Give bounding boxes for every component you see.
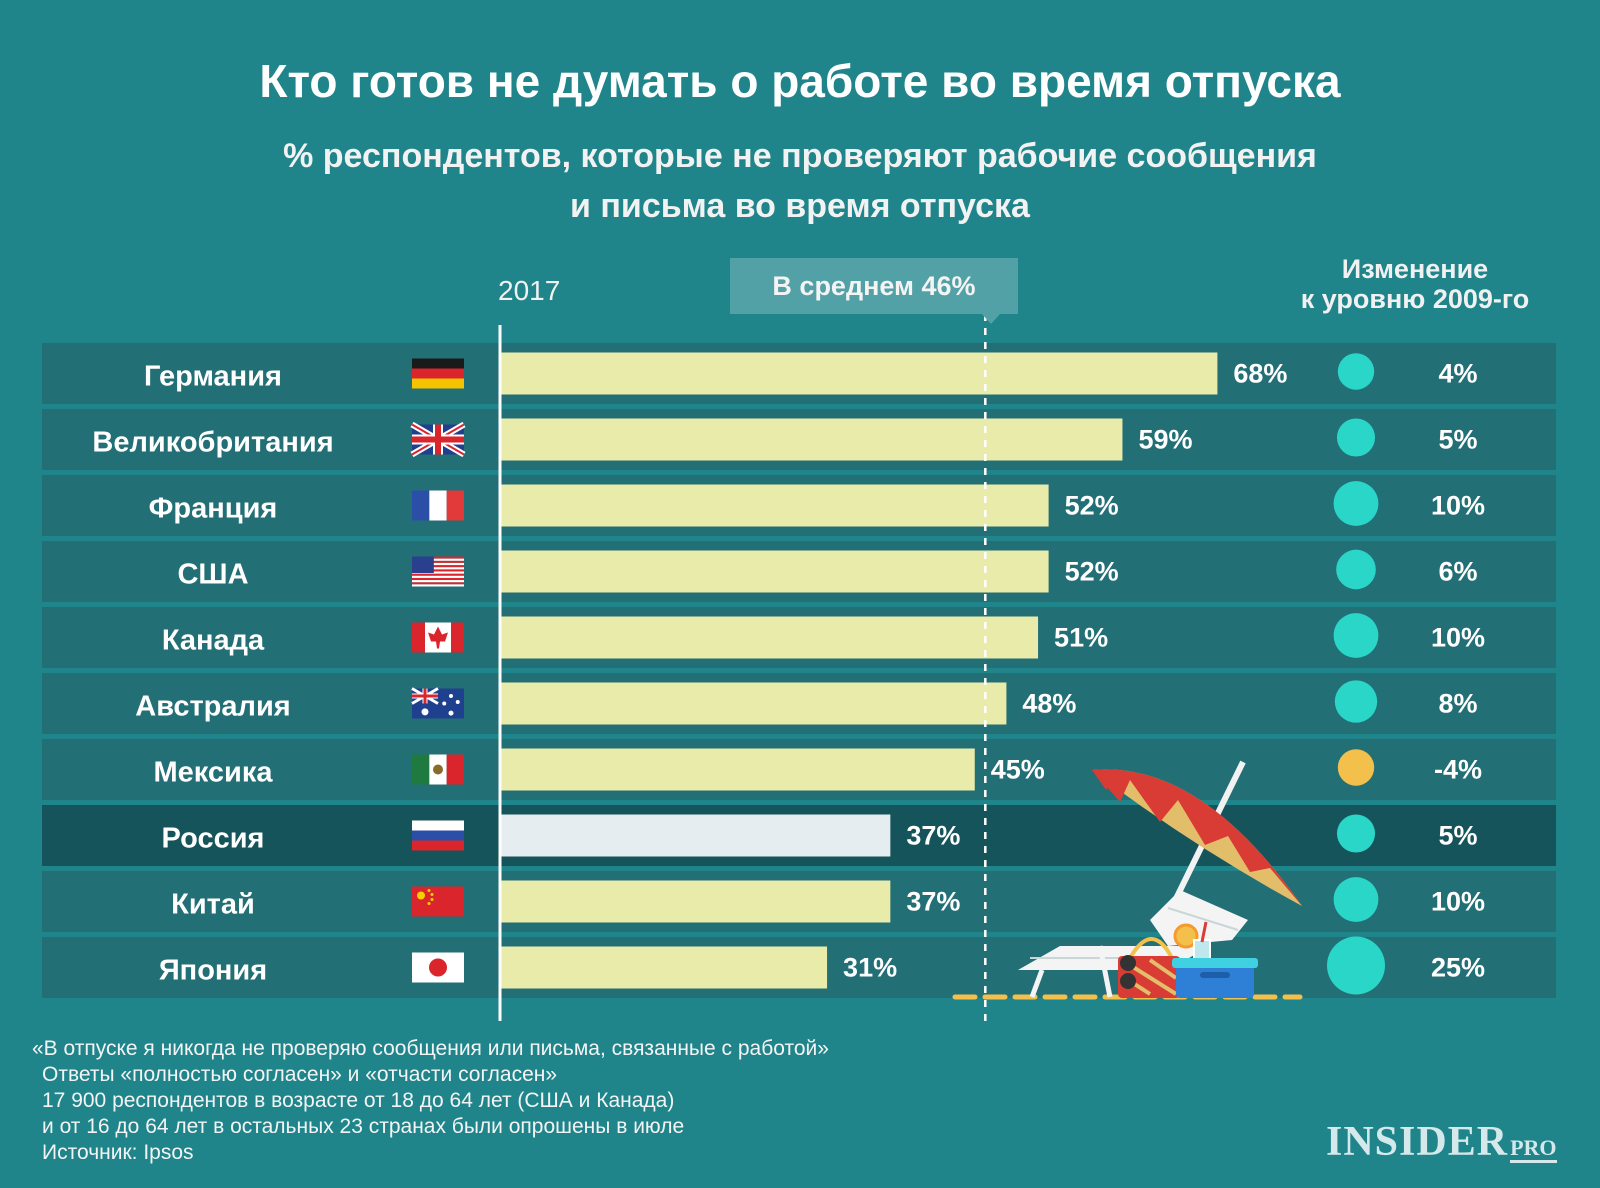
logo-suffix: PRO — [1510, 1135, 1557, 1163]
category-label: Великобритания — [92, 427, 333, 459]
category-label: Япония — [159, 955, 267, 987]
category-label: Россия — [162, 823, 265, 855]
australia-flag-icon — [411, 687, 464, 719]
change-bubble — [1336, 549, 1376, 590]
change-header-line-2: к уровню 2009-го — [1300, 284, 1530, 314]
mexico-flag-icon — [412, 754, 464, 785]
bar — [500, 748, 975, 791]
category-label: Франция — [149, 493, 278, 525]
sunglasses-icon — [1120, 955, 1136, 989]
bar — [500, 682, 1007, 725]
change-label: 5% — [1438, 425, 1477, 455]
value-label: 37% — [906, 887, 960, 917]
change-label: 10% — [1431, 491, 1485, 521]
change-label: 5% — [1438, 821, 1477, 851]
change-label: -4% — [1434, 755, 1482, 785]
value-label: 51% — [1054, 623, 1108, 653]
france-flag-icon — [412, 490, 464, 521]
value-label: 45% — [991, 755, 1045, 785]
bar — [500, 418, 1123, 461]
cooler-box-icon — [1172, 958, 1258, 998]
year-label: 2017 — [498, 275, 561, 306]
bar — [500, 946, 828, 989]
change-label: 10% — [1431, 887, 1485, 917]
change-label: 8% — [1438, 689, 1477, 719]
china-flag-icon — [412, 886, 464, 917]
value-label: 48% — [1022, 689, 1076, 719]
chart-title: Кто готов не думать о работе во время от… — [259, 55, 1341, 107]
cocktail-icon — [1173, 921, 1211, 963]
beach-scene — [952, 760, 1303, 1000]
bar — [500, 484, 1049, 527]
change-label: 10% — [1431, 623, 1485, 653]
change-label: 25% — [1431, 953, 1485, 983]
change-column-header: Изменение к уровню 2009-го — [1270, 254, 1560, 314]
change-bubble — [1333, 877, 1379, 922]
category-label: Германия — [144, 361, 282, 393]
change-label: 6% — [1438, 557, 1477, 587]
japan-flag-icon — [412, 952, 464, 983]
chart-subtitle-line-2: и письма во время отпуска — [570, 187, 1030, 225]
change-bubble — [1336, 418, 1376, 457]
insider-pro-logo: INSIDERPRO — [1326, 1118, 1557, 1166]
russia-flag-icon — [412, 820, 464, 851]
category-label: США — [177, 559, 248, 591]
change-label: 4% — [1438, 359, 1477, 389]
footnote: «В отпуске я никогда не проверяю сообщен… — [32, 1036, 829, 1166]
footnote-line-2: Ответы «полностью согласен» и «отчасти с… — [42, 1063, 558, 1086]
category-label: Китай — [171, 889, 255, 921]
uk-flag-icon — [410, 421, 466, 458]
change-bubble — [1333, 613, 1379, 658]
value-label: 52% — [1065, 491, 1119, 521]
change-bubble — [1333, 481, 1379, 526]
value-label: 31% — [843, 953, 897, 983]
value-label: 68% — [1233, 359, 1287, 389]
logo-main: INSIDER — [1326, 1119, 1509, 1165]
bar — [500, 880, 891, 923]
change-header-line-1: Изменение — [1341, 254, 1489, 284]
change-bubble — [1336, 814, 1376, 853]
category-label: Австралия — [135, 691, 290, 723]
canada-flag-icon — [412, 622, 464, 653]
usa-flag-icon — [412, 556, 464, 587]
change-bubble — [1327, 936, 1385, 995]
germany-flag-icon — [412, 358, 464, 389]
footnote-line-4: и от 16 до 64 лет в остальных 23 странах… — [42, 1115, 685, 1138]
change-bubble — [1337, 749, 1375, 786]
chart-subtitle-line-1: % респондентов, которые не проверяют раб… — [283, 137, 1317, 175]
bar — [500, 616, 1039, 659]
footnote-line-1: «В отпуске я никогда не проверяю сообщен… — [32, 1037, 829, 1060]
average-callout: В среднем 46% — [730, 258, 1018, 314]
bar — [500, 352, 1218, 395]
value-label: 59% — [1138, 425, 1192, 455]
category-label: Мексика — [153, 757, 273, 789]
bar — [500, 550, 1049, 593]
beach-umbrella-icon — [1092, 760, 1302, 917]
category-label: Канада — [162, 625, 265, 657]
average-callout-pointer — [982, 314, 1000, 324]
value-label: 52% — [1065, 557, 1119, 587]
change-bubble — [1334, 680, 1378, 723]
footnote-line-3: 17 900 респондентов в возрасте от 18 до … — [42, 1089, 675, 1112]
bar — [500, 814, 891, 857]
change-bubble — [1337, 353, 1375, 390]
value-label: 37% — [906, 821, 960, 851]
footnote-source: Источник: Ipsos — [42, 1141, 194, 1164]
